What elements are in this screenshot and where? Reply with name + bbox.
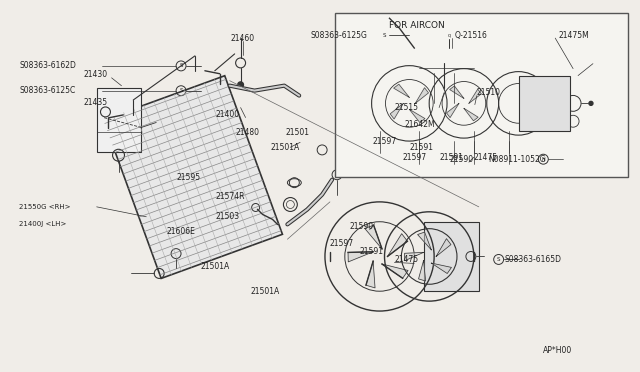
- Text: 21400J <LH>: 21400J <LH>: [19, 221, 67, 227]
- Circle shape: [589, 102, 593, 105]
- Polygon shape: [469, 89, 481, 103]
- Polygon shape: [348, 252, 373, 262]
- Text: 21591: 21591: [360, 247, 384, 256]
- Text: S08363-6125C: S08363-6125C: [19, 86, 76, 95]
- Text: Q: Q: [447, 33, 451, 37]
- Text: 21475: 21475: [474, 153, 498, 162]
- Text: 21590: 21590: [449, 155, 473, 164]
- Text: 21591: 21591: [410, 143, 433, 152]
- Text: 21480: 21480: [236, 128, 260, 137]
- Text: Q-21516: Q-21516: [455, 31, 488, 40]
- Circle shape: [446, 47, 452, 53]
- Text: AP*H00: AP*H00: [543, 346, 573, 355]
- Circle shape: [237, 82, 244, 88]
- Polygon shape: [366, 261, 375, 288]
- Text: S: S: [383, 33, 387, 38]
- Text: 21606E: 21606E: [166, 227, 195, 236]
- Text: FOR AIRCON: FOR AIRCON: [390, 21, 445, 30]
- Text: 21597: 21597: [403, 153, 426, 162]
- Polygon shape: [365, 225, 382, 249]
- Text: S: S: [179, 88, 183, 93]
- Text: 21503: 21503: [216, 212, 240, 221]
- Text: N08911-1052G: N08911-1052G: [489, 155, 547, 164]
- Text: 21501A: 21501A: [201, 262, 230, 271]
- Text: 21501: 21501: [285, 128, 309, 137]
- Text: S: S: [497, 257, 500, 262]
- Text: 21435: 21435: [84, 98, 108, 107]
- Text: 21574R: 21574R: [216, 192, 245, 201]
- Polygon shape: [410, 109, 425, 122]
- Text: 21510: 21510: [477, 88, 501, 97]
- Polygon shape: [436, 239, 451, 256]
- Polygon shape: [387, 234, 408, 256]
- Text: 21595: 21595: [176, 173, 200, 182]
- Circle shape: [397, 122, 401, 126]
- Text: 21550G <RH>: 21550G <RH>: [19, 204, 71, 210]
- Polygon shape: [394, 84, 410, 97]
- Text: S08363-6162D: S08363-6162D: [19, 61, 76, 70]
- Text: 21501A: 21501A: [250, 287, 280, 296]
- Text: 21475: 21475: [394, 255, 419, 264]
- Polygon shape: [104, 76, 282, 278]
- Bar: [335, 13, 628, 177]
- Text: 21642M: 21642M: [404, 120, 435, 129]
- Text: 21591: 21591: [439, 153, 463, 162]
- Polygon shape: [447, 103, 459, 118]
- Text: 21400: 21400: [216, 110, 240, 119]
- Text: 21590: 21590: [350, 222, 374, 231]
- Text: S08363-6165D: S08363-6165D: [504, 255, 562, 264]
- Polygon shape: [390, 103, 403, 119]
- Text: S: S: [179, 63, 183, 68]
- Polygon shape: [419, 260, 426, 281]
- Polygon shape: [431, 263, 451, 273]
- Bar: [419, 33, 474, 108]
- Polygon shape: [450, 86, 464, 99]
- Polygon shape: [464, 108, 478, 121]
- Polygon shape: [382, 264, 408, 278]
- Text: 21430: 21430: [84, 70, 108, 79]
- Bar: [97, 88, 141, 152]
- Bar: [518, 76, 570, 131]
- Text: 21597: 21597: [372, 137, 397, 145]
- Polygon shape: [404, 252, 424, 261]
- Text: S08363-6125G: S08363-6125G: [310, 31, 367, 40]
- Text: 21501A: 21501A: [270, 143, 300, 152]
- Polygon shape: [417, 232, 431, 250]
- Polygon shape: [415, 88, 429, 103]
- Text: 21475M: 21475M: [558, 31, 589, 40]
- Text: 21597: 21597: [330, 239, 354, 248]
- Text: 21460: 21460: [230, 33, 255, 43]
- Bar: [424, 222, 479, 291]
- Text: 21515: 21515: [394, 103, 419, 112]
- Text: N: N: [541, 157, 545, 162]
